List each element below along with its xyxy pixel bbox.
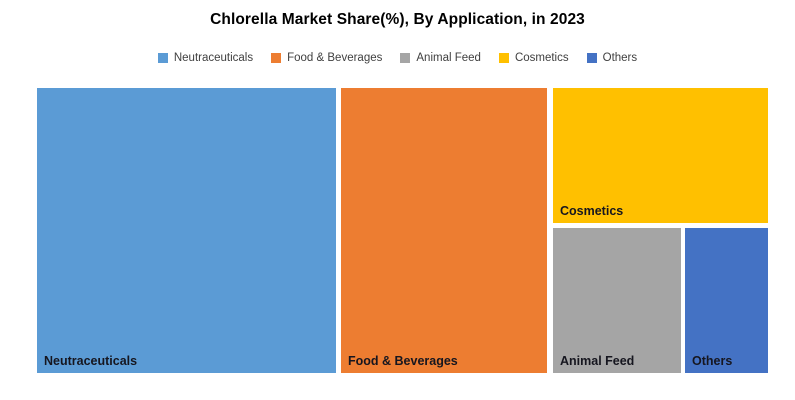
legend-swatch-icon	[586, 53, 597, 63]
treemap-block-neutraceuticals: Neutraceuticals	[37, 88, 336, 373]
treemap-block-label: Cosmetics	[560, 204, 624, 218]
legend-item-label: Others	[602, 52, 638, 64]
legend-item-label: Food & Beverages	[287, 52, 383, 64]
treemap-block-label: Others	[692, 354, 733, 368]
treemap-block-label: Food & Beverages	[348, 354, 458, 368]
treemap: Neutraceuticals Food & Beverages Cosmeti…	[37, 88, 768, 373]
legend-swatch-icon	[271, 53, 282, 63]
treemap-block-animal-feed: Animal Feed	[553, 228, 681, 373]
legend-item-label: Cosmetics	[514, 52, 569, 64]
legend-item-animal-feed: Animal Feed	[400, 52, 481, 64]
treemap-block-label: Neutraceuticals	[44, 354, 138, 368]
legend-swatch-icon	[157, 53, 168, 63]
legend-swatch-icon	[400, 53, 411, 63]
treemap-block-label: Animal Feed	[560, 354, 635, 368]
treemap-block-food-beverages: Food & Beverages	[341, 88, 547, 373]
legend-item-neutraceuticals: Neutraceuticals	[157, 52, 254, 64]
treemap-block-others: Others	[685, 228, 768, 373]
legend-item-label: Animal Feed	[416, 52, 481, 64]
legend-item-label: Neutraceuticals	[173, 52, 254, 64]
legend-item-cosmetics: Cosmetics	[498, 52, 569, 64]
chart-title: Chlorella Market Share(%), By Applicatio…	[210, 11, 585, 28]
legend-item-food-beverages: Food & Beverages	[271, 52, 382, 64]
treemap-block-cosmetics: Cosmetics	[553, 88, 768, 223]
legend-swatch-icon	[498, 53, 509, 63]
legend-item-others: Others	[586, 52, 638, 64]
legend: Neutraceuticals Food & Beverages Animal …	[0, 52, 795, 64]
